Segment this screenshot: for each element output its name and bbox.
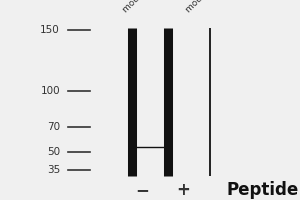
Text: mouse skin: mouse skin <box>121 0 164 15</box>
Text: 35: 35 <box>47 165 60 175</box>
Text: 150: 150 <box>40 25 60 35</box>
Text: 70: 70 <box>47 122 60 132</box>
Text: 50: 50 <box>47 147 60 157</box>
Text: 100: 100 <box>40 86 60 96</box>
Text: Peptide: Peptide <box>226 181 299 199</box>
Text: mouse skin: mouse skin <box>184 0 227 15</box>
Text: −: − <box>136 181 149 199</box>
Text: +: + <box>176 181 190 199</box>
